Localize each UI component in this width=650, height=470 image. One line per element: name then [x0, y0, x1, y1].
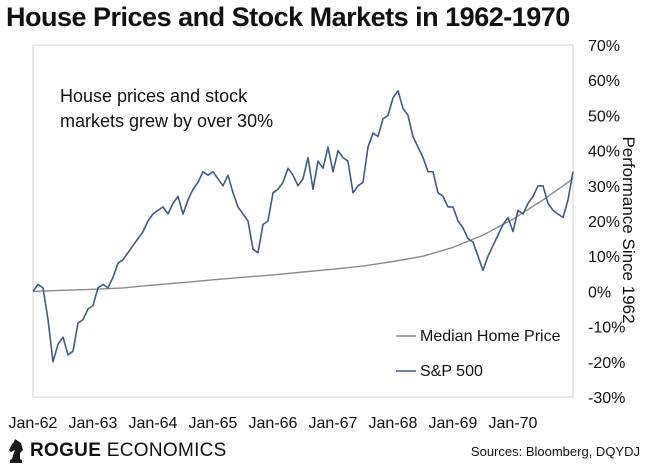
x-tick-label: Jan-69	[429, 415, 478, 432]
y-tick-label: 40%	[588, 144, 620, 161]
y-tick-label: 60%	[588, 73, 620, 90]
logo-text-bold: ROGUE	[30, 440, 102, 461]
x-tick-label: Jan-67	[309, 415, 358, 432]
chart-title: House Prices and Stock Markets in 1962-1…	[6, 2, 570, 32]
annotation-line-1: House prices and stock	[60, 86, 248, 106]
y-tick-label: 10%	[588, 249, 620, 266]
x-tick-label: Jan-70	[489, 415, 538, 432]
y-tick-label: 0%	[588, 284, 611, 301]
x-tick-label: Jan-66	[249, 415, 298, 432]
source-note: Sources: Bloomberg, DQYDJ	[470, 444, 640, 459]
logo-text: ROGUE ECONOMICS	[30, 440, 227, 462]
y-tick-label: -20%	[588, 355, 625, 372]
y-axis-label: Performance Since 1962	[619, 136, 638, 324]
x-tick-label: Jan-65	[189, 415, 238, 432]
y-tick-label: 50%	[588, 108, 620, 125]
y-tick-label: 20%	[588, 214, 620, 231]
legend-label: S&P 500	[420, 363, 483, 380]
plot-area	[32, 44, 574, 398]
series-line-median-home-price	[32, 178, 574, 293]
y-tick-label: -10%	[588, 320, 625, 337]
chart-annotation: House prices and stock markets grew by o…	[60, 84, 320, 134]
x-tick-label: Jan-62	[9, 415, 58, 432]
x-tick-label: Jan-68	[369, 415, 418, 432]
y-tick-label: 30%	[588, 179, 620, 196]
brand-logo: ROGUE ECONOMICS	[6, 436, 227, 466]
legend-label: Median Home Price	[420, 328, 561, 345]
y-tick-label: 70%	[588, 38, 620, 55]
annotation-line-2: markets grew by over 30%	[60, 111, 274, 131]
chess-knight-icon	[9, 439, 23, 463]
series-line-sp-500	[32, 90, 574, 363]
x-tick-label: Jan-64	[129, 415, 178, 432]
x-tick-label: Jan-63	[69, 415, 118, 432]
logo-text-regular: ECONOMICS	[106, 440, 227, 461]
y-tick-label: -30%	[588, 390, 625, 407]
